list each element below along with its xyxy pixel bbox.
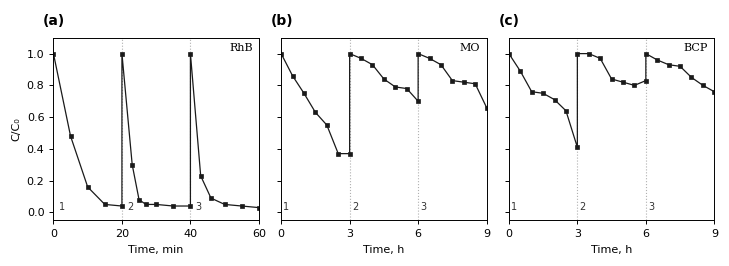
Text: RhB: RhB — [229, 43, 253, 53]
Text: 2: 2 — [127, 202, 133, 211]
Text: (c): (c) — [499, 14, 520, 28]
Text: 1: 1 — [58, 202, 65, 211]
Text: MO: MO — [460, 43, 480, 53]
Text: 3: 3 — [648, 202, 654, 211]
Text: 1: 1 — [284, 202, 289, 211]
Text: 3: 3 — [195, 202, 202, 211]
Text: 2: 2 — [352, 202, 358, 211]
Y-axis label: C/C₀: C/C₀ — [11, 117, 21, 141]
Text: BCP: BCP — [684, 43, 708, 53]
Text: (a): (a) — [43, 14, 66, 28]
Text: 2: 2 — [580, 202, 586, 211]
X-axis label: Time, h: Time, h — [363, 245, 405, 255]
Text: (b): (b) — [271, 14, 294, 28]
Text: 3: 3 — [421, 202, 426, 211]
X-axis label: Time, h: Time, h — [591, 245, 632, 255]
X-axis label: Time, min: Time, min — [128, 245, 184, 255]
Text: 1: 1 — [511, 202, 518, 211]
